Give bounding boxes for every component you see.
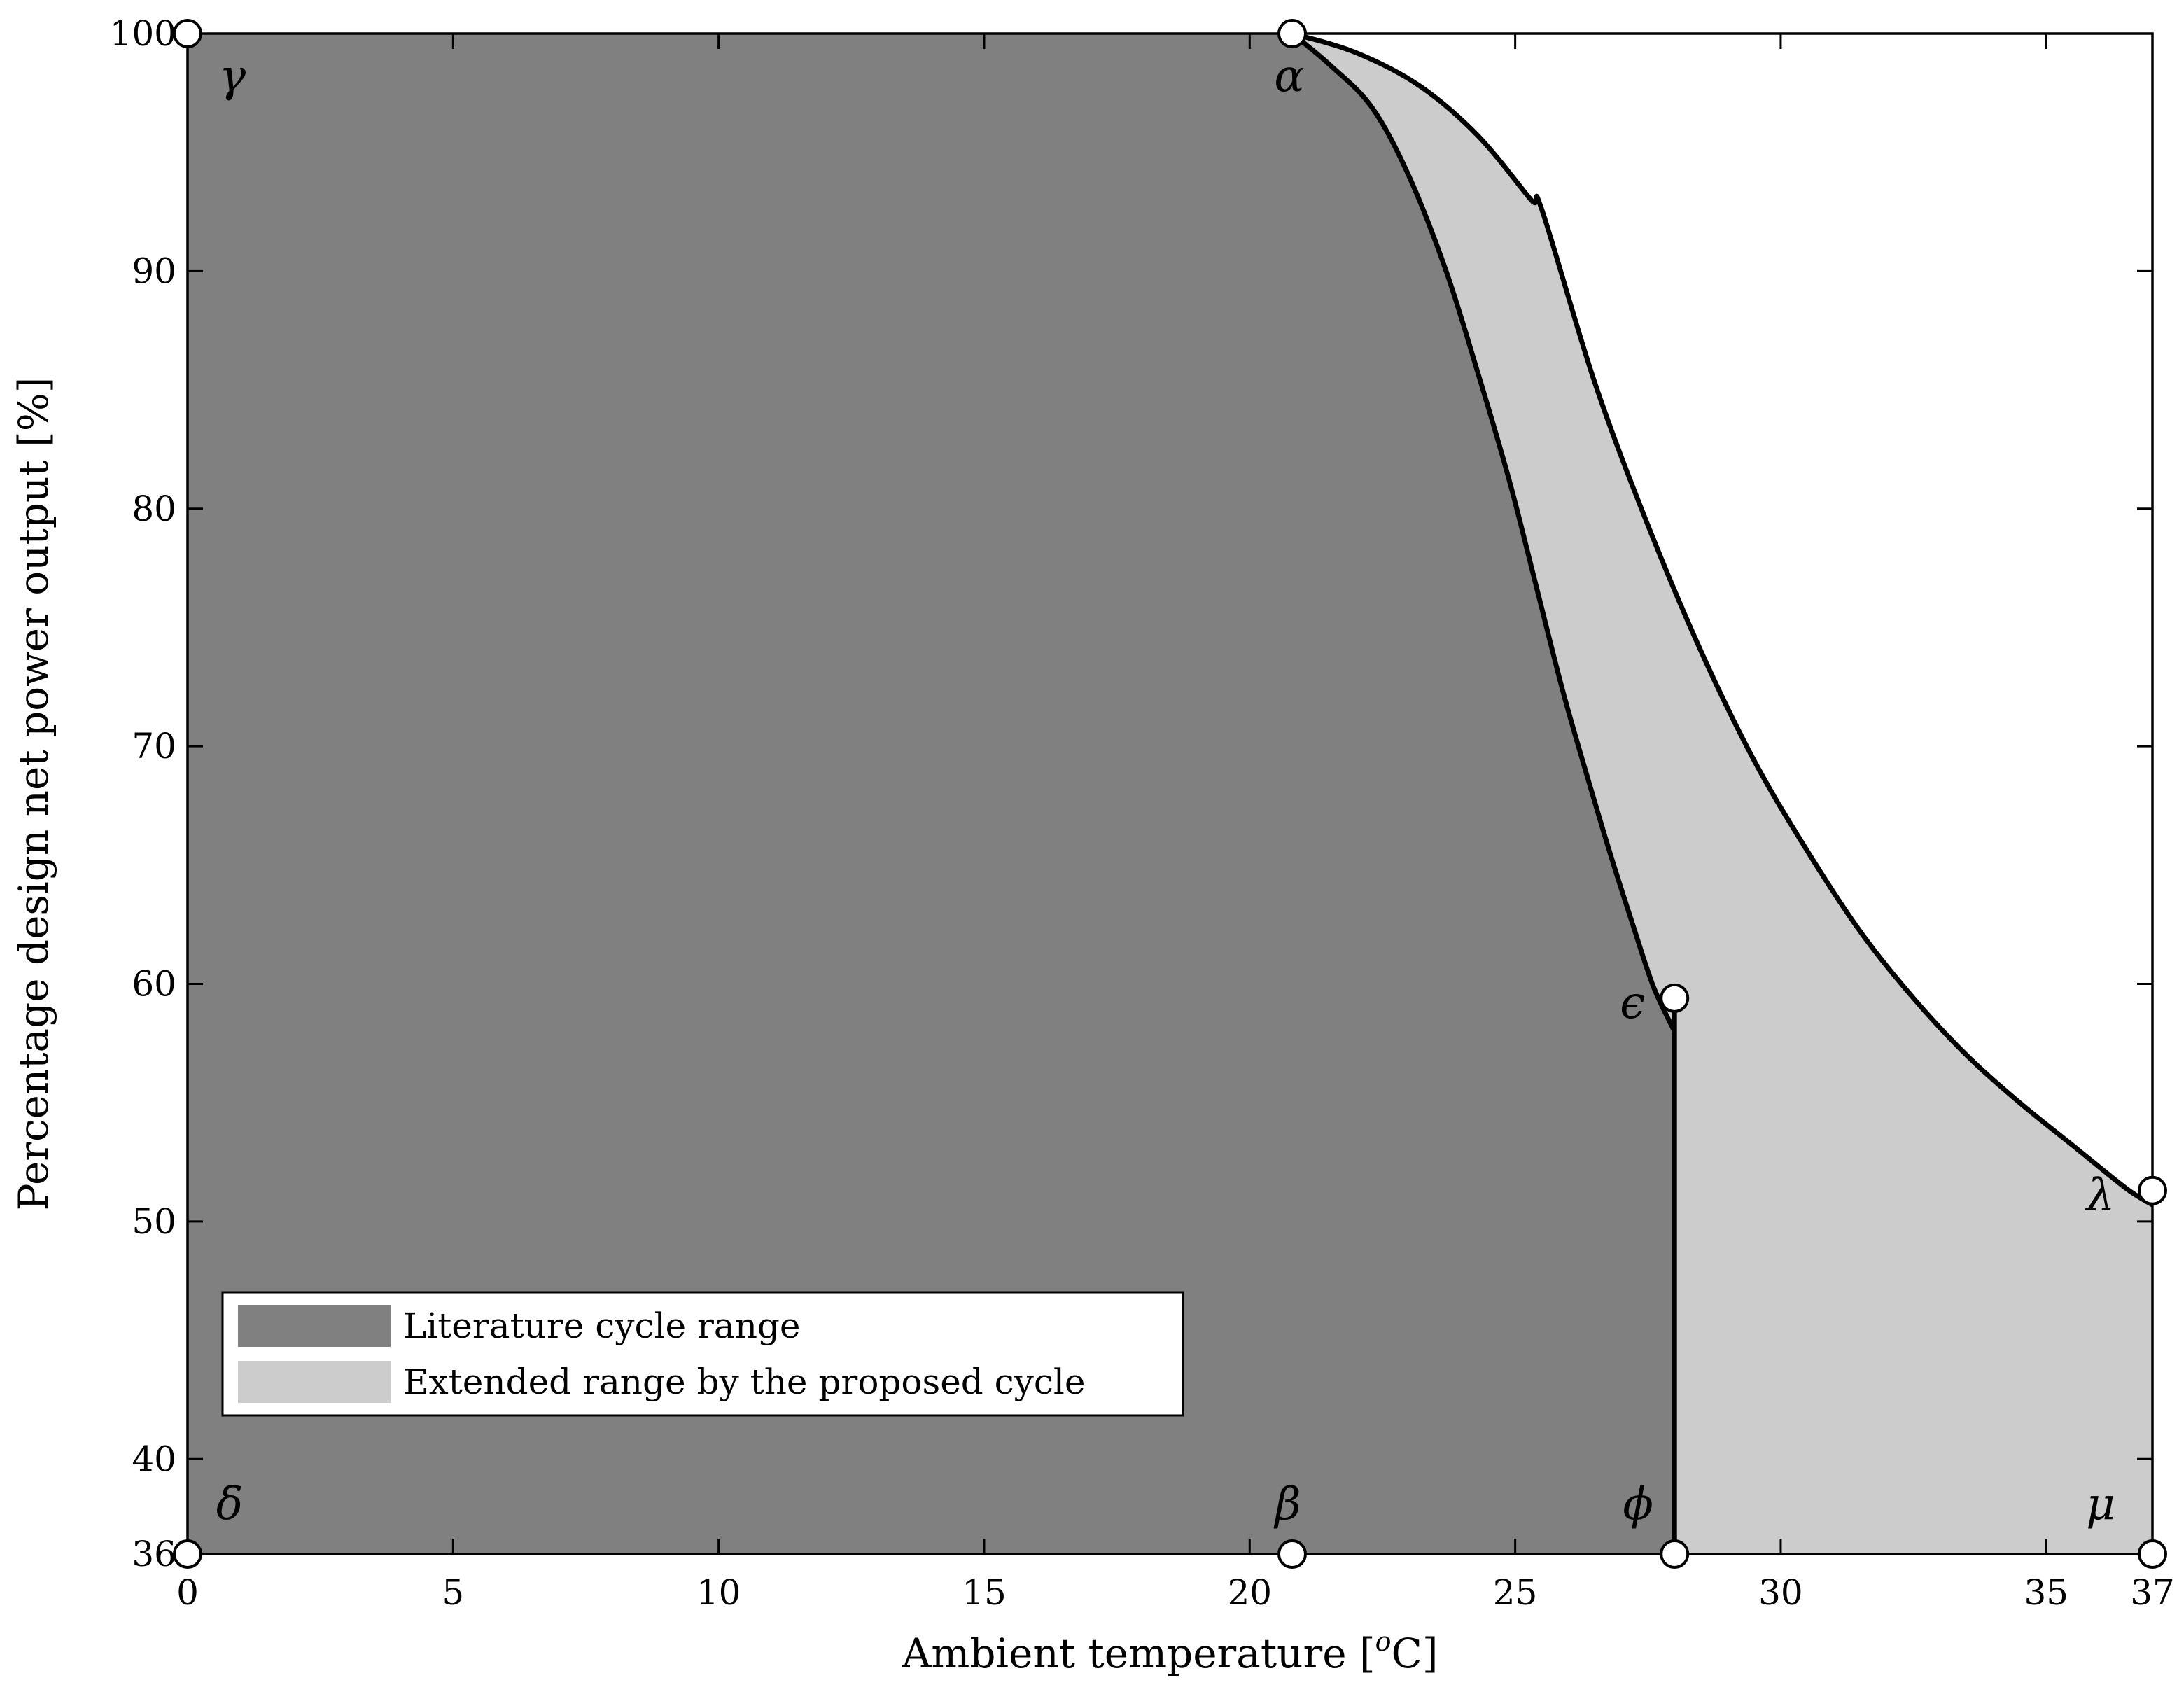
point-label: λ [2085,1170,2115,1222]
point-marker [2138,1175,2167,1205]
x-axis-label: Ambient temperature [oC] [901,1626,1438,1677]
x-tick-label: 25 [1493,1572,1538,1613]
point-marker [173,1539,202,1569]
y-tick-label: 90 [132,251,176,291]
point-label: ϕ [1623,1478,1653,1530]
point-marker [1660,1539,1690,1569]
point-label: β [1273,1478,1301,1530]
point-marker [2138,1539,2167,1569]
y-tick-label: 40 [132,1438,176,1479]
area-literature-range [188,34,1675,1554]
point-label: γ [219,50,246,102]
legend-label-extended: Extended range by the proposed cycle [403,1362,1086,1402]
y-tick-label: 36 [132,1534,176,1574]
x-tick-label: 35 [2024,1572,2068,1613]
y-tick-labels: 36 40 50 60 70 80 90 100 [110,13,176,1574]
point-label: ϵ [1620,977,1645,1029]
point-label: μ [2086,1478,2115,1530]
y-tick-label: 50 [132,1201,176,1242]
x-tick-label: 0 [176,1572,199,1613]
x-tick-label: 20 [1227,1572,1272,1613]
x-tick-labels: 0 5 10 15 20 25 30 35 37 [176,1572,2175,1613]
boundary-extended [1291,31,2154,1208]
y-tick-label: 80 [132,489,176,529]
legend: Literature cycle range Extended range by… [221,1291,1184,1417]
point-marker [173,19,202,48]
point-marker [1277,1539,1307,1569]
y-axis-label: Percentage design net power output [%] [10,377,57,1211]
chart-areas [188,34,2152,1554]
x-tick-label: 10 [696,1572,741,1613]
legend-label-literature: Literature cycle range [403,1306,801,1346]
point-labels: γ α ϵ λ δ β ϕ μ [216,50,2115,1530]
x-tick-label: 37 [2130,1572,2175,1613]
legend-swatch-extended [238,1361,391,1403]
point-marker [1660,983,1690,1013]
x-tick-label: 15 [962,1572,1007,1613]
y-tick-label: 100 [110,13,176,54]
axis-ticks [186,32,2154,1555]
y-tick-label: 70 [132,726,176,766]
x-tick-label: 30 [1758,1572,1803,1613]
plot-frame [186,32,2154,1555]
point-label: α [1274,50,1304,102]
boundary-literature [1290,31,1677,1032]
point-markers [173,19,2167,1569]
legend-swatch-literature [238,1305,391,1347]
x-tick-label: 5 [442,1572,464,1613]
point-label: δ [216,1478,244,1530]
y-tick-label: 60 [132,964,176,1004]
boundary-lines [1290,31,2154,1554]
point-marker [1277,19,1307,48]
